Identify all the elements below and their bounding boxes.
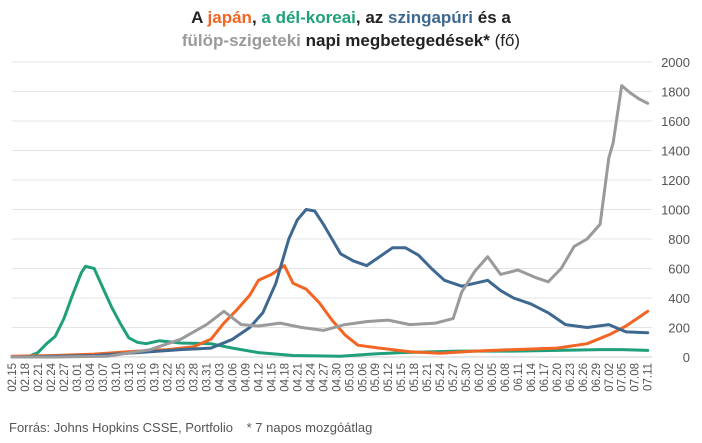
- title-line1-segment-1: japán: [207, 8, 252, 27]
- series-line-0: [10, 264, 650, 359]
- y-tick-label-600: 600: [668, 262, 690, 277]
- x-tick-label-02-18: 02.18: [20, 363, 32, 392]
- chart-footer: Forrás: Johns Hopkins CSSE, Portfolio * …: [9, 420, 372, 435]
- x-tick-label-05-12: 05.12: [383, 363, 395, 392]
- x-tick-label-05-24: 05.24: [435, 362, 447, 391]
- x-tick-label-02-24: 02.24: [46, 362, 58, 391]
- x-tick-label-04-24: 04.24: [305, 362, 317, 391]
- x-tick-label-03-01: 03.01: [72, 363, 84, 392]
- chart-title-line2: fülöp-szigeteki napi megbetegedések* (fő…: [0, 30, 702, 52]
- x-tick-label-03-19: 03.19: [150, 363, 162, 392]
- title-line1-segment-6: és a: [473, 8, 511, 27]
- footnote-text: * 7 napos mozgóátlag: [246, 420, 373, 435]
- x-tick-label-05-09: 05.09: [370, 363, 382, 392]
- x-tick-label-05-03: 05.03: [344, 363, 356, 392]
- x-tick-label-02-15: 02.15: [7, 363, 19, 392]
- x-tick-label-02-21: 02.21: [33, 363, 45, 392]
- x-tick-label-04-06: 04.06: [228, 363, 240, 392]
- x-tick-label-07-11: 07.11: [643, 363, 655, 391]
- title-line1-segment-0: A: [191, 8, 208, 27]
- title-line1-segment-5: szingapúri: [388, 8, 474, 27]
- x-tick-label-03-28: 03.28: [189, 363, 201, 392]
- x-tick-label-03-13: 03.13: [124, 363, 136, 392]
- x-tick-label-04-30: 04.30: [331, 363, 343, 392]
- x-tick-label-07-02: 07.02: [604, 363, 616, 392]
- x-tick-label-06-17: 06.17: [539, 363, 551, 392]
- y-tick-label-1800: 1800: [661, 85, 690, 100]
- x-tick-label-04-18: 04.18: [279, 363, 291, 392]
- series-line-3: [10, 84, 650, 359]
- x-tick-label-05-21: 05.21: [422, 363, 434, 392]
- x-tick-label-04-21: 04.21: [292, 363, 304, 392]
- x-tick-label-04-15: 04.15: [266, 363, 278, 392]
- x-tick-label-03-22: 03.22: [163, 363, 175, 392]
- x-tick-label-06-11: 06.11: [513, 363, 525, 391]
- x-tick-label-05-27: 05.27: [448, 363, 460, 392]
- series-line-2: [10, 208, 650, 359]
- x-tick-label-06-29: 06.29: [591, 363, 603, 392]
- x-tick-label-06-23: 06.23: [565, 363, 577, 392]
- y-tick-label-200: 200: [668, 321, 690, 336]
- x-tick-label-03-31: 03.31: [202, 363, 214, 392]
- x-tick-label-06-26: 06.26: [578, 363, 590, 392]
- x-tick-label-05-15: 05.15: [396, 363, 408, 392]
- title-line1-segment-2: ,: [251, 8, 262, 27]
- x-tick-label-05-06: 05.06: [357, 363, 369, 392]
- x-tick-label-06-08: 06.08: [500, 363, 512, 392]
- source-text: Forrás: Johns Hopkins CSSE, Portfolio: [9, 420, 233, 435]
- title-line2-segment-0: fülöp-szigeteki: [181, 31, 301, 50]
- y-tick-label-2000: 2000: [661, 55, 690, 70]
- x-tick-label-06-20: 06.20: [552, 363, 564, 392]
- x-tick-label-07-08: 07.08: [630, 363, 642, 392]
- x-tick-label-03-10: 03.10: [111, 363, 123, 392]
- x-tick-label-04-12: 04.12: [253, 363, 265, 392]
- y-tick-label-1400: 1400: [661, 144, 690, 159]
- x-tick-label-03-16: 03.16: [137, 363, 149, 392]
- x-tick-label-07-05: 07.05: [617, 363, 629, 392]
- title-line2-segment-2: (fő): [489, 31, 521, 50]
- x-tick-label-04-27: 04.27: [318, 363, 330, 392]
- title-line2-segment-1: napi megbetegedések*: [300, 31, 490, 50]
- y-tick-label-1200: 1200: [661, 173, 690, 188]
- x-tick-label-03-04: 03.04: [85, 362, 97, 391]
- y-tick-label-1600: 1600: [661, 114, 690, 129]
- x-tick-label-03-25: 03.25: [176, 363, 188, 392]
- x-tick-label-04-03: 04.03: [215, 363, 227, 392]
- x-tick-label-06-14: 06.14: [526, 362, 538, 391]
- x-tick-label-04-09: 04.09: [241, 363, 253, 392]
- title-line1-segment-3: a dél-koreai: [261, 8, 356, 27]
- x-tick-label-03-07: 03.07: [98, 363, 110, 392]
- y-tick-label-0: 0: [683, 350, 690, 365]
- x-tick-label-06-02: 06.02: [474, 363, 486, 392]
- y-tick-label-800: 800: [668, 232, 690, 247]
- title-line1-segment-4: , az: [355, 8, 389, 27]
- series-line-1: [10, 264, 650, 358]
- chart-title-line1: A japán, a dél-koreai, az szingapúri és …: [0, 7, 702, 29]
- x-tick-label-05-30: 05.30: [461, 363, 473, 392]
- x-tick-label-02-27: 02.27: [59, 363, 71, 392]
- x-tick-label-06-05: 06.05: [487, 363, 499, 392]
- y-tick-label-1000: 1000: [661, 203, 690, 218]
- x-tick-label-05-18: 05.18: [409, 363, 421, 392]
- y-tick-label-400: 400: [668, 291, 690, 306]
